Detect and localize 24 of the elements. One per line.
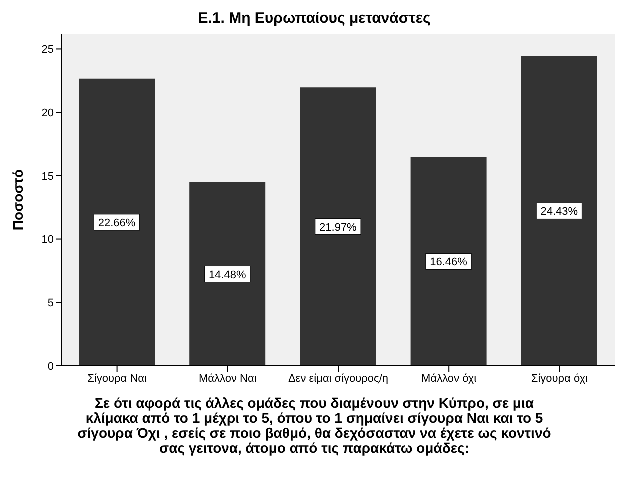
bar	[79, 78, 155, 366]
x-tick-label: Μάλλον Ναι	[199, 372, 258, 385]
y-tick-label: 15	[42, 170, 54, 183]
data-label: 14.48%	[208, 269, 246, 282]
data-label: 16.46%	[430, 256, 468, 269]
y-axis-title: Ποσοστό	[10, 169, 26, 231]
data-label: 21.97%	[320, 222, 358, 234]
bar	[410, 157, 487, 366]
y-tick-label: 0	[48, 360, 54, 373]
y-tick-label: 25	[42, 44, 54, 56]
y-tick-label: 10	[42, 234, 54, 246]
y-tick-label: 5	[48, 298, 54, 310]
bar	[300, 88, 376, 366]
x-tick-label: Δεν είμαι σίγουρος/η	[288, 372, 389, 385]
x-axis-title: Σε ότι αφορά τις άλλες ομάδες που διαμένουν στην Κύπρο, σε μια κλίμακα από το 1 μέχρι το 5, όπου το 1 σημαίνει σίγουρα Ναι και το 5 σίγουρα Όχι , εσείς σε ποιο βαθμό, θα δεχόσασταν να έχετε ως κοντινό σας γειτονα, άτομο από τις παρακάτω ομάδες:	[76, 395, 552, 456]
x-tick-label: Σίγουρα Ναι	[88, 372, 148, 385]
y-tick-label: 20	[42, 107, 54, 120]
data-label: 24.43%	[540, 206, 578, 218]
chart-title: Ε.1. Μη Ευρωπαίους μετανάστες	[197, 9, 432, 29]
x-tick-label: Μάλλον όχι	[422, 372, 478, 385]
x-tick-label: Σίγουρα όχι	[531, 372, 589, 385]
data-label: 22.66%	[98, 217, 136, 230]
bar	[190, 182, 266, 366]
bar	[521, 56, 598, 366]
